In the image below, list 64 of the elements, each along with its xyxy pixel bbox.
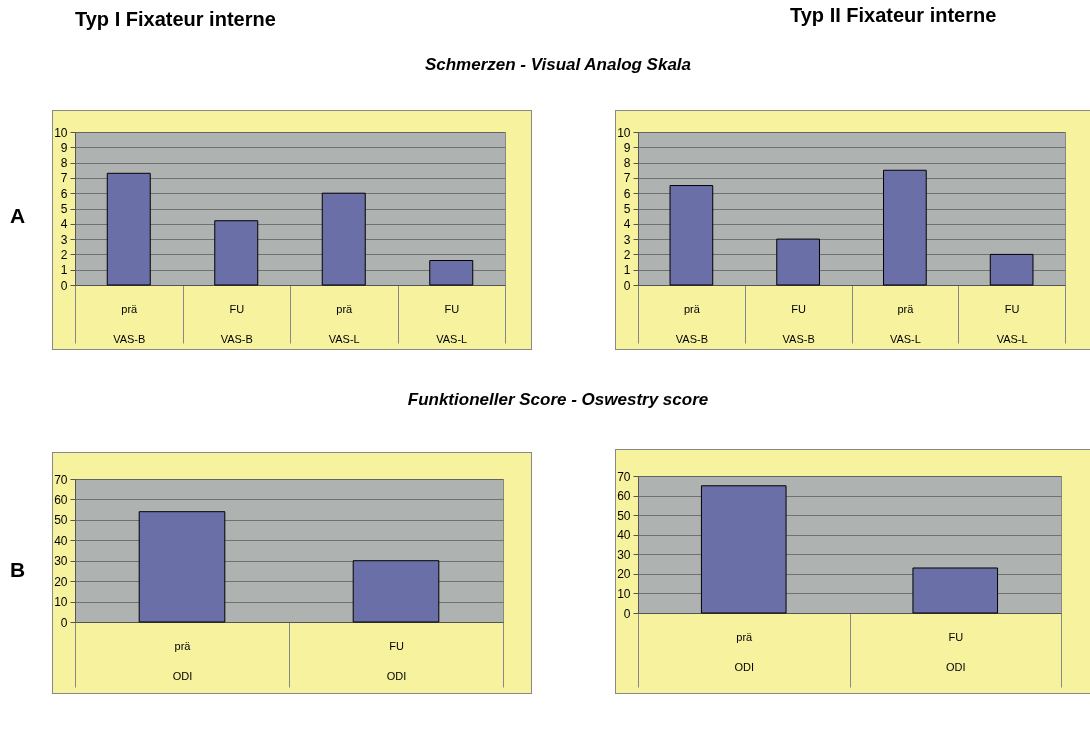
category-label: prä VAS-L bbox=[889, 302, 921, 345]
y-tick-label: 10 bbox=[617, 125, 631, 140]
category-label: FU VAS-B bbox=[220, 302, 253, 345]
category-label: FU VAS-L bbox=[436, 302, 468, 345]
y-tick-label: 0 bbox=[60, 615, 68, 630]
y-tick-label: 10 bbox=[54, 595, 68, 610]
y-tick-label: 60 bbox=[54, 492, 68, 507]
y-tick-label: 6 bbox=[60, 186, 68, 201]
text: A bbox=[10, 204, 26, 228]
y-tick-label: 10 bbox=[54, 125, 68, 140]
y-tick-label: 4 bbox=[60, 217, 68, 232]
y-tick-label: 4 bbox=[623, 217, 631, 232]
chart-title: Typ I Fixateur interne bbox=[75, 8, 276, 31]
bar bbox=[106, 172, 151, 286]
y-tick-label: 0 bbox=[623, 278, 631, 293]
y-tick-label: 20 bbox=[54, 574, 68, 589]
y-tick-label: 1 bbox=[60, 263, 68, 278]
bar bbox=[429, 260, 474, 286]
y-tick-label: 30 bbox=[54, 554, 68, 569]
text: Schmerzen - Visual Analog Skala bbox=[423, 55, 693, 75]
bar bbox=[214, 220, 259, 286]
y-tick-label: 10 bbox=[617, 586, 631, 601]
y-tick-label: 40 bbox=[54, 533, 68, 548]
y-tick-label: 2 bbox=[623, 247, 631, 262]
y-tick-label: 30 bbox=[617, 547, 631, 562]
text: Funktioneller Score - Oswestry score bbox=[406, 390, 710, 410]
y-tick-label: 8 bbox=[623, 156, 631, 171]
y-tick-label: 6 bbox=[623, 186, 631, 201]
bar bbox=[776, 238, 820, 286]
y-tick-label: 1 bbox=[623, 263, 631, 278]
y-tick-label: 50 bbox=[54, 513, 68, 528]
y-tick-label: 8 bbox=[60, 156, 68, 171]
y-tick-label: 3 bbox=[623, 232, 631, 247]
y-tick-label: 3 bbox=[60, 232, 68, 247]
category-label: FU ODI bbox=[386, 639, 407, 682]
bar bbox=[669, 185, 714, 286]
category-label: prä ODI bbox=[172, 639, 193, 682]
y-tick-label: 20 bbox=[617, 567, 631, 582]
y-tick-label: 50 bbox=[617, 508, 631, 523]
y-tick-label: 2 bbox=[60, 247, 68, 262]
y-tick-label: 7 bbox=[60, 171, 68, 186]
chart-title: Typ II Fixateur interne bbox=[790, 4, 997, 27]
y-tick-label: 60 bbox=[617, 489, 631, 504]
category-label: prä VAS-B bbox=[675, 302, 708, 345]
category-label: FU VAS-L bbox=[996, 302, 1028, 345]
y-tick-label: 7 bbox=[623, 171, 631, 186]
y-tick-label: 9 bbox=[60, 140, 68, 155]
y-tick-label: 70 bbox=[617, 469, 631, 484]
y-tick-label: 40 bbox=[617, 528, 631, 543]
y-tick-label: 0 bbox=[60, 278, 68, 293]
category-label: prä VAS-L bbox=[328, 302, 360, 345]
text: B bbox=[10, 558, 26, 582]
bar bbox=[989, 253, 1034, 286]
y-tick-label: 70 bbox=[54, 472, 68, 487]
y-tick-label: 5 bbox=[60, 202, 68, 216]
category-label: FU VAS-B bbox=[782, 302, 815, 345]
y-tick-label: 0 bbox=[623, 606, 631, 621]
y-tick-label: 5 bbox=[623, 202, 631, 216]
y-tick-label: 9 bbox=[623, 140, 631, 155]
category-label: prä VAS-B bbox=[113, 302, 146, 345]
category-label: prä ODI bbox=[734, 630, 755, 673]
bar bbox=[321, 192, 366, 286]
bar bbox=[883, 169, 927, 286]
category-label: FU ODI bbox=[945, 630, 966, 673]
